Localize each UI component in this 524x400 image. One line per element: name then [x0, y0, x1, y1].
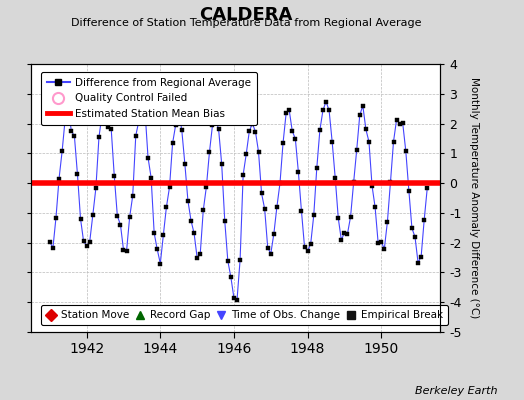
Y-axis label: Monthly Temperature Anomaly Difference (°C): Monthly Temperature Anomaly Difference (…: [468, 77, 478, 319]
Text: Berkeley Earth: Berkeley Earth: [416, 386, 498, 396]
Legend: Station Move, Record Gap, Time of Obs. Change, Empirical Break: Station Move, Record Gap, Time of Obs. C…: [41, 305, 448, 326]
Text: Difference of Station Temperature Data from Regional Average: Difference of Station Temperature Data f…: [71, 18, 421, 28]
Text: CALDERA: CALDERA: [200, 6, 293, 24]
